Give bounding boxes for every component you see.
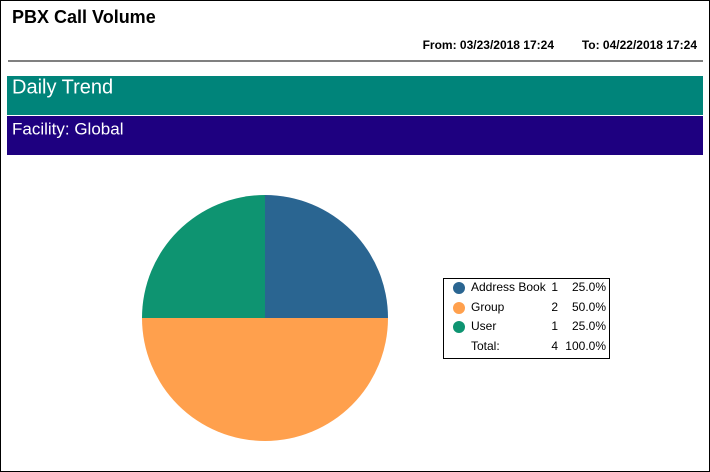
- legend-swatch: [453, 302, 465, 314]
- legend-percent: 25.0%: [572, 319, 606, 333]
- legend-box: [443, 278, 610, 359]
- trend-heading: Daily Trend: [12, 76, 113, 98]
- facility-heading: Facility: Global: [12, 119, 123, 138]
- legend-label: Group: [471, 300, 505, 314]
- legend-label: User: [471, 319, 496, 333]
- legend-total-percent: 100.0%: [565, 339, 606, 353]
- date-from: From: 03/23/2018 17:24: [423, 38, 555, 52]
- legend-count: 1: [551, 319, 558, 333]
- legend-label: Address Book: [471, 280, 547, 294]
- trend-band: [7, 76, 703, 115]
- legend-percent: 50.0%: [572, 300, 606, 314]
- facility-band: [7, 116, 703, 155]
- legend-percent: 25.0%: [572, 280, 606, 294]
- legend-count: 2: [551, 300, 558, 314]
- legend-total: 4: [551, 339, 558, 353]
- legend-swatch: [453, 282, 465, 294]
- date-to: To: 04/22/2018 17:24: [582, 38, 698, 52]
- pie-slice: [265, 195, 388, 318]
- pie-slice: [142, 318, 388, 441]
- pie-slice: [142, 195, 265, 318]
- legend-swatch: [453, 321, 465, 333]
- legend-count: 1: [551, 280, 558, 294]
- legend-total-label: Total:: [471, 339, 500, 353]
- report-title: PBX Call Volume: [12, 7, 156, 27]
